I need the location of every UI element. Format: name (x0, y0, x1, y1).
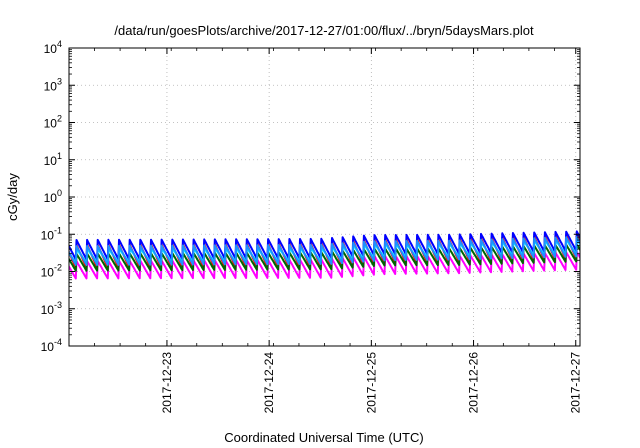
axis-ticks (68, 47, 581, 347)
plot-area (69, 230, 580, 280)
series-line-6 (69, 236, 580, 266)
x-tick-label: 2017-12-23 (160, 352, 174, 414)
y-tick-label: 100 (44, 188, 62, 205)
y-tick-label: 10-4 (41, 337, 62, 354)
y-tick-label: 10-1 (41, 225, 62, 242)
x-tick-label: 2017-12-25 (364, 352, 378, 414)
y-tick-label: 102 (44, 114, 62, 131)
y-tick-label: 10-3 (41, 300, 62, 317)
grid (69, 48, 580, 346)
y-axis-label: cGy/day (5, 173, 20, 221)
x-tick-labels: 2017-12-23 2017-12-24 2017-12-25 2017-12-26… (160, 352, 583, 414)
y-tick-label: 101 (44, 151, 62, 168)
y-tick-labels: 10-4 10-3 10-2 10-1 100 101 102 103 104 (41, 39, 62, 354)
x-axis-label: Coordinated Universal Time (UTC) (224, 430, 423, 445)
y-tick-label: 104 (44, 39, 62, 56)
x-tick-label: 2017-12-26 (467, 352, 481, 414)
x-tick-label: 2017-12-27 (569, 352, 583, 414)
y-tick-label: 103 (44, 76, 62, 93)
y-tick-label: 10-2 (41, 263, 62, 280)
series-group (69, 230, 580, 280)
x-tick-label: 2017-12-24 (262, 352, 276, 414)
chart-title: /data/run/goesPlots/archive/2017-12-27/0… (114, 23, 534, 38)
